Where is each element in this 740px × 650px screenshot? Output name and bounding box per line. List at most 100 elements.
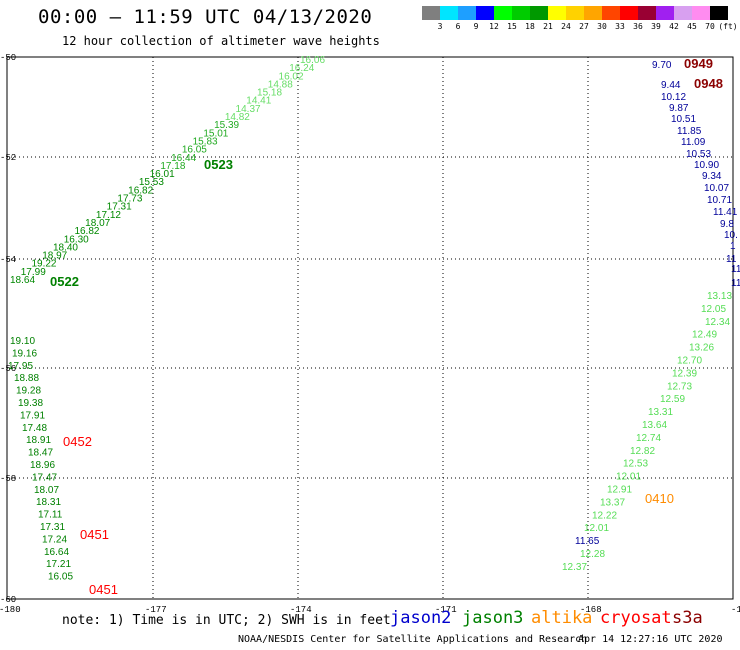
wave-height-value: 17.95 [8,361,33,372]
wave-height-value: 12.70 [677,356,702,367]
lat-tick-label: -54 [0,255,16,265]
wave-height-value: 16.24 [289,63,314,74]
lat-tick-label: -56 [0,364,16,374]
scale-label: 30 [597,22,607,31]
scale-label: 24 [561,22,571,31]
scale-swatch [638,6,656,20]
wave-height-value: 12.74 [636,433,661,444]
units-note: note: 1) Time is in UTC; 2) SWH is in fe… [62,613,391,628]
wave-height-value: 12.05 [701,304,726,315]
wave-height-value: 10. [724,230,738,241]
wave-height-value: 12.91 [607,485,632,496]
wave-height-value: 18.31 [36,497,61,508]
scale-swatch [422,6,440,20]
track-time-label: 0522 [50,274,79,289]
wave-height-value: 16.02 [279,71,304,82]
wave-height-value: 12.73 [667,381,692,392]
scale-swatch [620,6,638,20]
wave-height-value: 12.34 [705,317,730,328]
scale-label: 18 [525,22,535,31]
scale-swatch [566,6,584,20]
legend-jason2: jason2 [390,608,452,628]
lon-tick-label: -16 [731,605,740,615]
wave-height-value: 10.51 [671,114,696,125]
scale-swatch [656,6,674,20]
track-time-label: 0410 [645,491,674,506]
wave-height-value: 12.28 [580,549,605,560]
wave-height-value: 17.73 [117,194,142,205]
wave-height-value: 16.05 [48,572,73,583]
wave-height-value: 16.05 [182,145,207,156]
wave-height-value: 18.91 [26,435,51,446]
wave-height-value: 18.97 [42,251,67,262]
credit-footer: NOAA/NESDIS Center for Satellite Applica… [238,634,588,645]
lat-tick-label: -58 [0,474,16,484]
wave-height-value: 17.31 [107,202,132,213]
scale-swatch [476,6,494,20]
scale-label: 39 [651,22,661,31]
wave-height-value: 9.34 [702,171,722,182]
wave-height-value: 14.82 [225,112,250,123]
lon-tick-label: -171 [435,605,457,615]
lat-tick-label: -50 [0,53,16,63]
wave-height-value: 14.88 [268,79,293,90]
lon-tick-label: -177 [145,605,167,615]
wave-height-value: 12.82 [630,446,655,457]
wave-height-value: 19.10 [10,336,35,347]
wave-height-value: 17.21 [46,559,71,570]
wave-height-value: 16.01 [150,169,175,180]
scale-swatch [458,6,476,20]
wave-height-value: 17.12 [96,210,121,221]
wave-height-value: 16.82 [74,226,99,237]
wave-height-value: 9.44 [661,80,681,91]
scale-swatch [710,6,728,20]
wave-height-value: 10.71 [707,195,732,206]
wave-height-value: 18.96 [30,460,55,471]
scale-swatch [530,6,548,20]
wave-height-value: 16.82 [128,185,153,196]
track-time-label: 0451 [89,582,118,597]
wave-height-value: 12.49 [692,330,717,341]
wave-height-value: 18.07 [85,218,110,229]
wave-height-value: 12.22 [592,510,617,521]
wave-height-value: 11.09 [681,137,706,148]
wave-height-value: 14.37 [236,104,261,115]
track-time-label: 0949 [684,56,713,71]
track-time-label: 0948 [694,76,723,91]
wave-height-value: 9.8 [720,219,734,230]
legend-jason3: jason3 [462,608,524,628]
scale-label: 6 [455,22,461,31]
scale-label: 42 [669,22,679,31]
lon-tick-label: -174 [290,605,312,615]
wave-height-value: 18.47 [28,448,53,459]
track-time-label: 0451 [80,527,109,542]
wave-height-value: 19.38 [18,398,43,409]
wave-height-value: 10.07 [704,183,729,194]
wave-height-value: 12.01 [584,523,609,534]
track-time-label: 0523 [204,157,233,172]
wave-height-value: 11.4 [731,264,740,275]
wave-height-value: 18.64 [10,275,35,286]
wave-height-value: 9.87 [669,103,689,114]
scale-label: 45 [687,22,697,31]
scale-swatch [548,6,566,20]
scale-swatch [692,6,710,20]
wave-height-value: 19.28 [16,386,41,397]
scale-swatch [440,6,458,20]
wave-height-value: 15.39 [214,120,239,131]
legend-altika: altika [531,608,593,628]
scale-label: 9 [473,22,479,31]
wave-height-value: 10.53 [686,149,711,160]
wave-height-value: 19.22 [31,259,56,270]
wave-height-value: 12.37 [562,562,587,573]
scale-label: 15 [507,22,517,31]
scale-swatch [602,6,620,20]
scale-label: 3 [437,22,443,31]
wave-height-value: 12.53 [623,459,648,470]
wave-height-value: 18.07 [34,485,59,496]
wave-height-value: 11.92 [731,278,740,289]
wave-height-value: 17.91 [20,410,45,421]
wave-height-value: 13.31 [648,407,673,418]
wave-height-value: 15.83 [193,136,218,147]
page-title: 00:00 – 11:59 UTC 04/13/2020 [38,6,373,28]
